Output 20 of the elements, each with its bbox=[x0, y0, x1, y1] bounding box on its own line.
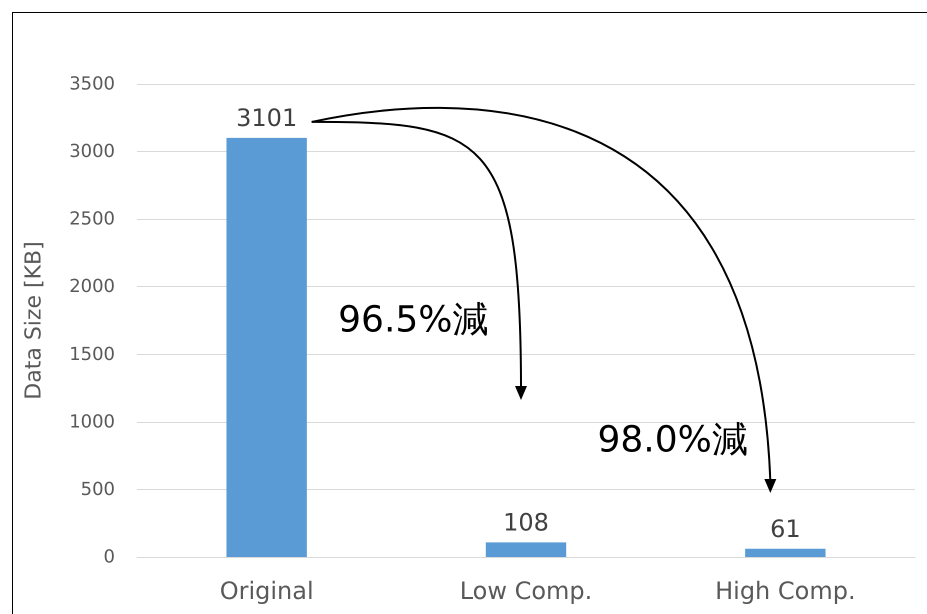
y-tick-label: 2000 bbox=[69, 276, 115, 298]
bar bbox=[486, 542, 566, 557]
data-label: 3101 bbox=[236, 104, 298, 132]
y-tick-label: 3000 bbox=[69, 141, 115, 162]
x-tick-label: High Comp. bbox=[715, 577, 856, 605]
y-tick-label: 3500 bbox=[69, 74, 115, 94]
x-tick-label: Original bbox=[220, 577, 314, 605]
data-label: 108 bbox=[503, 508, 549, 536]
bar bbox=[226, 138, 307, 557]
y-tick-label: 2500 bbox=[69, 208, 115, 230]
data-label: 61 bbox=[770, 514, 801, 543]
y-tick-label: 1000 bbox=[69, 411, 115, 432]
annotation: 96.5%減 bbox=[338, 300, 489, 340]
annotation: 98.0%減 bbox=[597, 420, 748, 460]
x-tick-label: Low Comp. bbox=[460, 577, 592, 605]
bar bbox=[745, 548, 826, 557]
y-tick-label: 500 bbox=[80, 478, 115, 500]
y-tick-label: 0 bbox=[104, 546, 115, 568]
y-axis-title: Data Size [KB] bbox=[22, 241, 46, 400]
y-tick-label: 1500 bbox=[69, 344, 115, 365]
